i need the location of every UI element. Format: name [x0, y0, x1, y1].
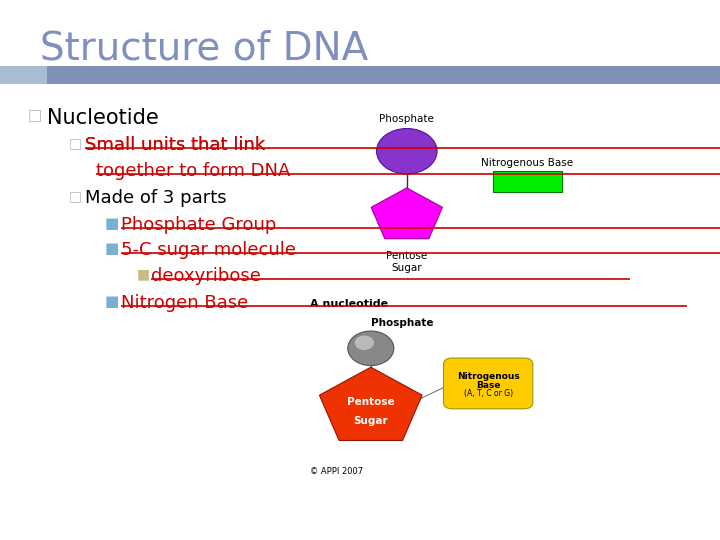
- Text: ■: ■: [104, 294, 119, 309]
- Text: © APPI 2007: © APPI 2007: [310, 467, 363, 476]
- Text: Small units that link: Small units that link: [85, 136, 265, 154]
- Text: □: □: [27, 108, 42, 123]
- Polygon shape: [372, 188, 442, 239]
- Text: deoxyribose: deoxyribose: [151, 267, 261, 285]
- Text: Phosphate: Phosphate: [371, 318, 433, 328]
- Text: Nitrogenous: Nitrogenous: [456, 372, 520, 381]
- Text: Made of 3 parts: Made of 3 parts: [85, 189, 227, 207]
- Bar: [47, 66, 720, 84]
- Text: ■: ■: [137, 267, 150, 281]
- Text: Pentose
Sugar: Pentose Sugar: [386, 251, 428, 273]
- Text: Base: Base: [476, 381, 500, 389]
- Bar: [493, 171, 562, 192]
- Text: Nucleotide: Nucleotide: [47, 108, 158, 128]
- Text: ■: ■: [104, 216, 119, 231]
- Text: □: □: [68, 189, 81, 203]
- Text: Nitrogenous Base: Nitrogenous Base: [481, 158, 573, 168]
- Text: Structure of DNA: Structure of DNA: [40, 30, 368, 68]
- Bar: [0, 66, 47, 84]
- Text: together to form DNA: together to form DNA: [96, 162, 290, 180]
- Polygon shape: [320, 367, 422, 441]
- Text: Nitrogen Base: Nitrogen Base: [121, 294, 248, 312]
- Text: □: □: [68, 136, 81, 150]
- Text: Small units that link: Small units that link: [85, 136, 265, 154]
- Text: Pentose: Pentose: [347, 397, 395, 407]
- FancyBboxPatch shape: [444, 358, 533, 409]
- Text: A nucleotide: A nucleotide: [310, 299, 388, 309]
- Circle shape: [355, 335, 374, 350]
- Circle shape: [348, 331, 394, 366]
- Text: (A, T, C or G): (A, T, C or G): [464, 389, 513, 398]
- Circle shape: [377, 129, 437, 174]
- Text: Phosphate Group: Phosphate Group: [121, 216, 276, 234]
- Text: Sugar: Sugar: [354, 416, 388, 426]
- Text: ■: ■: [104, 241, 119, 256]
- Text: Phosphate: Phosphate: [379, 114, 434, 124]
- Text: 5-C sugar molecule: 5-C sugar molecule: [121, 241, 296, 259]
